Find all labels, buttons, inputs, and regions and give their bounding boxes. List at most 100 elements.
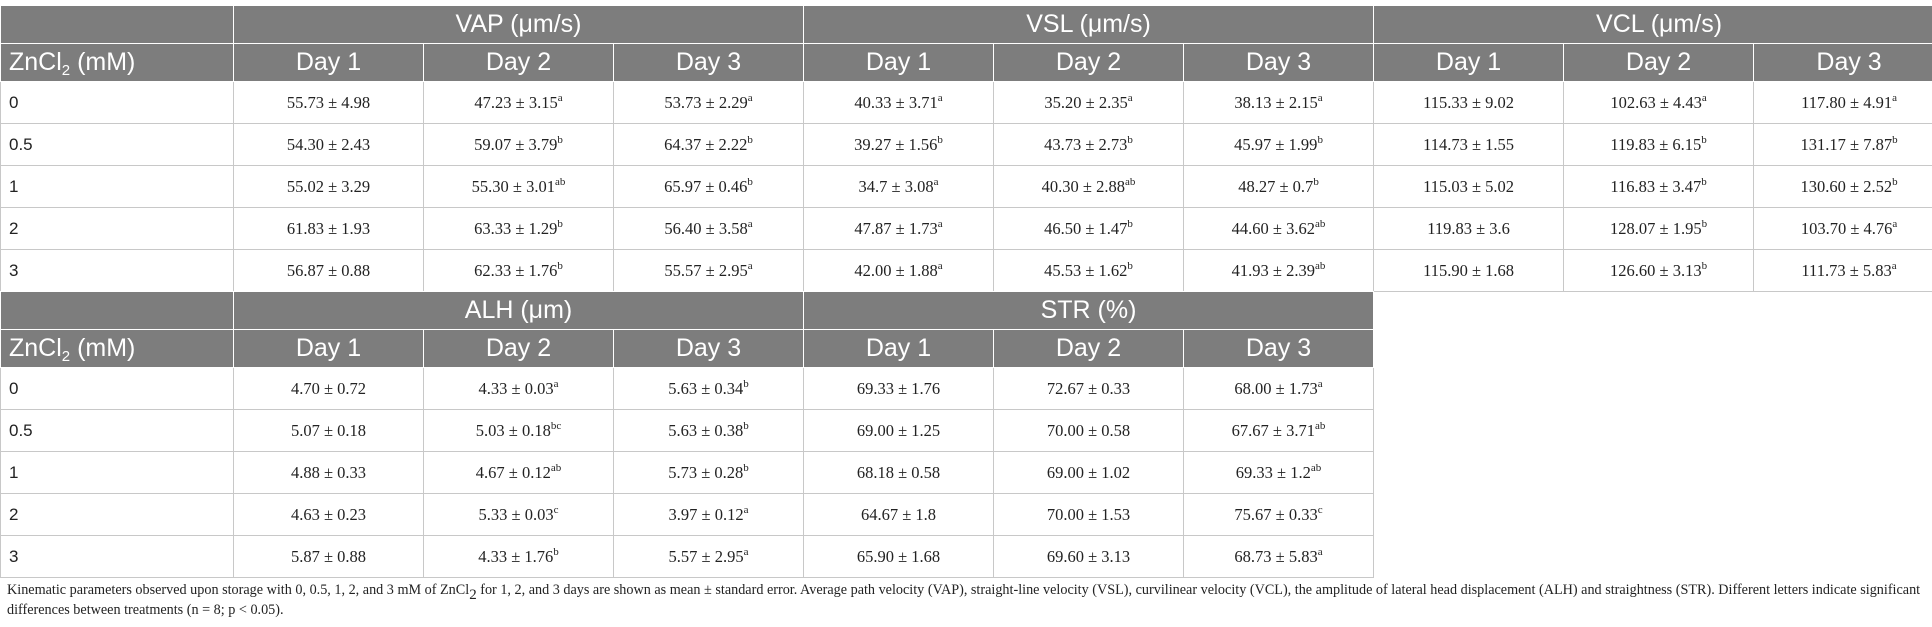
mean-se-value: 4.70 ± 0.72: [290, 378, 367, 398]
mean-se-value: 69.00 ± 1.25: [856, 420, 941, 440]
value-cell: 75.67 ± 0.33c: [1182, 493, 1375, 536]
significance-letter: ab: [554, 175, 566, 188]
mean-se-value: 41.93 ± 2.39: [1231, 260, 1315, 280]
mean-se-value: 42.00 ± 1.88: [854, 260, 938, 280]
value-cell: 34.7 ± 3.08a: [803, 165, 995, 208]
significance-letter: a: [937, 91, 943, 104]
value-cell: 42.00 ± 1.88a: [803, 249, 995, 292]
value-cell: 115.90 ± 1.68: [1373, 249, 1565, 292]
mean-se-value: 68.00 ± 1.73: [1234, 378, 1318, 398]
mean-se-value: 5.33 ± 0.03: [478, 504, 554, 524]
mean-se-value: 62.33 ± 1.76: [474, 260, 558, 280]
significance-letter: ab: [1314, 217, 1326, 230]
significance-letter: b: [1127, 133, 1133, 146]
value-cell: 4.70 ± 0.72: [233, 367, 424, 410]
day-header: Day 3: [1183, 43, 1375, 82]
value-cell: 119.83 ± 6.15b: [1563, 123, 1755, 166]
significance-letter: b: [553, 545, 559, 558]
mean-se-value: 35.20 ± 2.35: [1044, 92, 1128, 112]
value-cell: 63.33 ± 1.29b: [423, 207, 614, 250]
table-body: 0 55.73 ± 4.98 47.23 ± 3.15a 53.73 ± 2.29a 4…: [0, 81, 1932, 292]
day-header: Day 2: [423, 329, 614, 368]
mean-se-value: 55.73 ± 4.98: [286, 92, 371, 112]
mean-se-value: 5.57 ± 2.95: [668, 546, 744, 566]
value-cell: 4.63 ± 0.23: [233, 493, 424, 536]
value-cell: 47.23 ± 3.15a: [423, 81, 614, 124]
value-cell: 55.73 ± 4.98: [233, 81, 424, 124]
mean-se-value: 47.87 ± 1.73: [854, 218, 938, 238]
mean-se-value: 70.00 ± 0.58: [1046, 420, 1131, 440]
day-header: Day 3: [1753, 43, 1932, 82]
group-header-row: ALH (μm) STR (%): [0, 291, 1375, 330]
value-cell: 59.07 ± 3.79b: [423, 123, 614, 166]
mean-se-value: 5.07 ± 0.18: [290, 420, 367, 440]
group-header-row: VAP (μm/s) VSL (μm/s) VCL (μm/s): [0, 5, 1932, 44]
mean-se-value: 5.63 ± 0.34: [668, 378, 744, 398]
value-cell: 45.97 ± 1.99b: [1183, 123, 1375, 166]
mean-se-value: 55.02 ± 3.29: [286, 176, 371, 196]
mean-se-value: 65.90 ± 1.68: [856, 546, 941, 566]
significance-letter: ab: [1314, 419, 1326, 432]
value-cell: 55.02 ± 3.29: [233, 165, 424, 208]
value-cell: 62.33 ± 1.76b: [423, 249, 614, 292]
value-cell: 115.03 ± 5.02: [1373, 165, 1565, 208]
significance-letter: a: [747, 91, 753, 104]
caption-text: Kinematic parameters observed upon stora…: [7, 582, 1921, 618]
group-header-alh: ALH (μm): [233, 291, 804, 330]
value-cell: 3.97 ± 0.12a: [613, 493, 804, 536]
value-cell: 5.03 ± 0.18bc: [423, 409, 614, 452]
significance-letter: b: [1701, 133, 1707, 146]
mean-se-value: 75.67 ± 0.33: [1234, 504, 1318, 524]
day-header: Day 1: [233, 43, 424, 82]
concentration-cell: 2: [0, 207, 234, 250]
value-cell: 64.67 ± 1.8: [803, 493, 994, 536]
day-header: Day 2: [993, 329, 1184, 368]
value-cell: 128.07 ± 1.95b: [1563, 207, 1755, 250]
mean-se-value: 34.7 ± 3.08: [858, 176, 934, 196]
concentration-cell: 1: [0, 165, 234, 208]
mean-se-value: 63.33 ± 1.29: [474, 218, 558, 238]
value-cell: 65.90 ± 1.68: [803, 535, 994, 578]
significance-letter: a: [1892, 217, 1898, 230]
mean-se-value: 55.57 ± 2.95: [664, 260, 748, 280]
value-cell: 38.13 ± 2.15a: [1183, 81, 1375, 124]
mean-se-value: 39.27 ± 1.56: [854, 134, 938, 154]
value-cell: 119.83 ± 3.6: [1373, 207, 1565, 250]
value-cell: 69.33 ± 1.2ab: [1182, 451, 1375, 494]
value-cell: 56.87 ± 0.88: [233, 249, 424, 292]
value-cell: 5.33 ± 0.03c: [423, 493, 614, 536]
significance-letter: c: [1317, 503, 1323, 516]
significance-letter: ab: [550, 461, 562, 474]
mean-se-value: 103.70 ± 4.76: [1800, 218, 1893, 238]
mean-se-value: 5.87 ± 0.88: [290, 546, 367, 566]
value-cell: 116.83 ± 3.47b: [1563, 165, 1755, 208]
table-row: 0.5 54.30 ± 2.43 59.07 ± 3.79b 64.37 ± 2.22…: [0, 123, 1932, 166]
value-cell: 55.30 ± 3.01ab: [423, 165, 614, 208]
value-cell: 131.17 ± 7.87b: [1753, 123, 1932, 166]
value-cell: 4.33 ± 1.76b: [423, 535, 614, 578]
mean-se-value: 4.63 ± 0.23: [290, 504, 367, 524]
value-cell: 117.80 ± 4.91a: [1753, 81, 1932, 124]
significance-letter: a: [933, 175, 939, 188]
significance-letter: b: [1127, 217, 1133, 230]
mean-se-value: 69.00 ± 1.02: [1046, 462, 1131, 482]
day-header: Day 1: [803, 329, 994, 368]
value-cell: 72.67 ± 0.33: [993, 367, 1184, 410]
value-cell: 65.97 ± 0.46b: [612, 165, 805, 208]
significance-letter: b: [557, 133, 563, 146]
value-cell: 40.33 ± 3.71a: [803, 81, 995, 124]
mean-se-value: 102.63 ± 4.43: [1610, 92, 1702, 112]
concentration-cell: 3: [0, 249, 234, 292]
group-header-vsl: VSL (μm/s): [803, 5, 1375, 44]
value-cell: 56.40 ± 3.58a: [612, 207, 805, 250]
value-cell: 39.27 ± 1.56b: [803, 123, 995, 166]
mean-se-value: 111.73 ± 5.83: [1801, 260, 1892, 280]
day-header: Day 1: [803, 43, 995, 82]
significance-letter: b: [1892, 133, 1898, 146]
significance-letter: b: [1701, 259, 1708, 272]
significance-letter: b: [557, 217, 563, 230]
significance-letter: a: [1317, 377, 1323, 390]
concentration-cell: 1: [0, 451, 234, 494]
mean-se-value: 5.63 ± 0.38: [668, 420, 744, 440]
table-caption: Kinematic parameters observed upon stora…: [7, 580, 1925, 620]
